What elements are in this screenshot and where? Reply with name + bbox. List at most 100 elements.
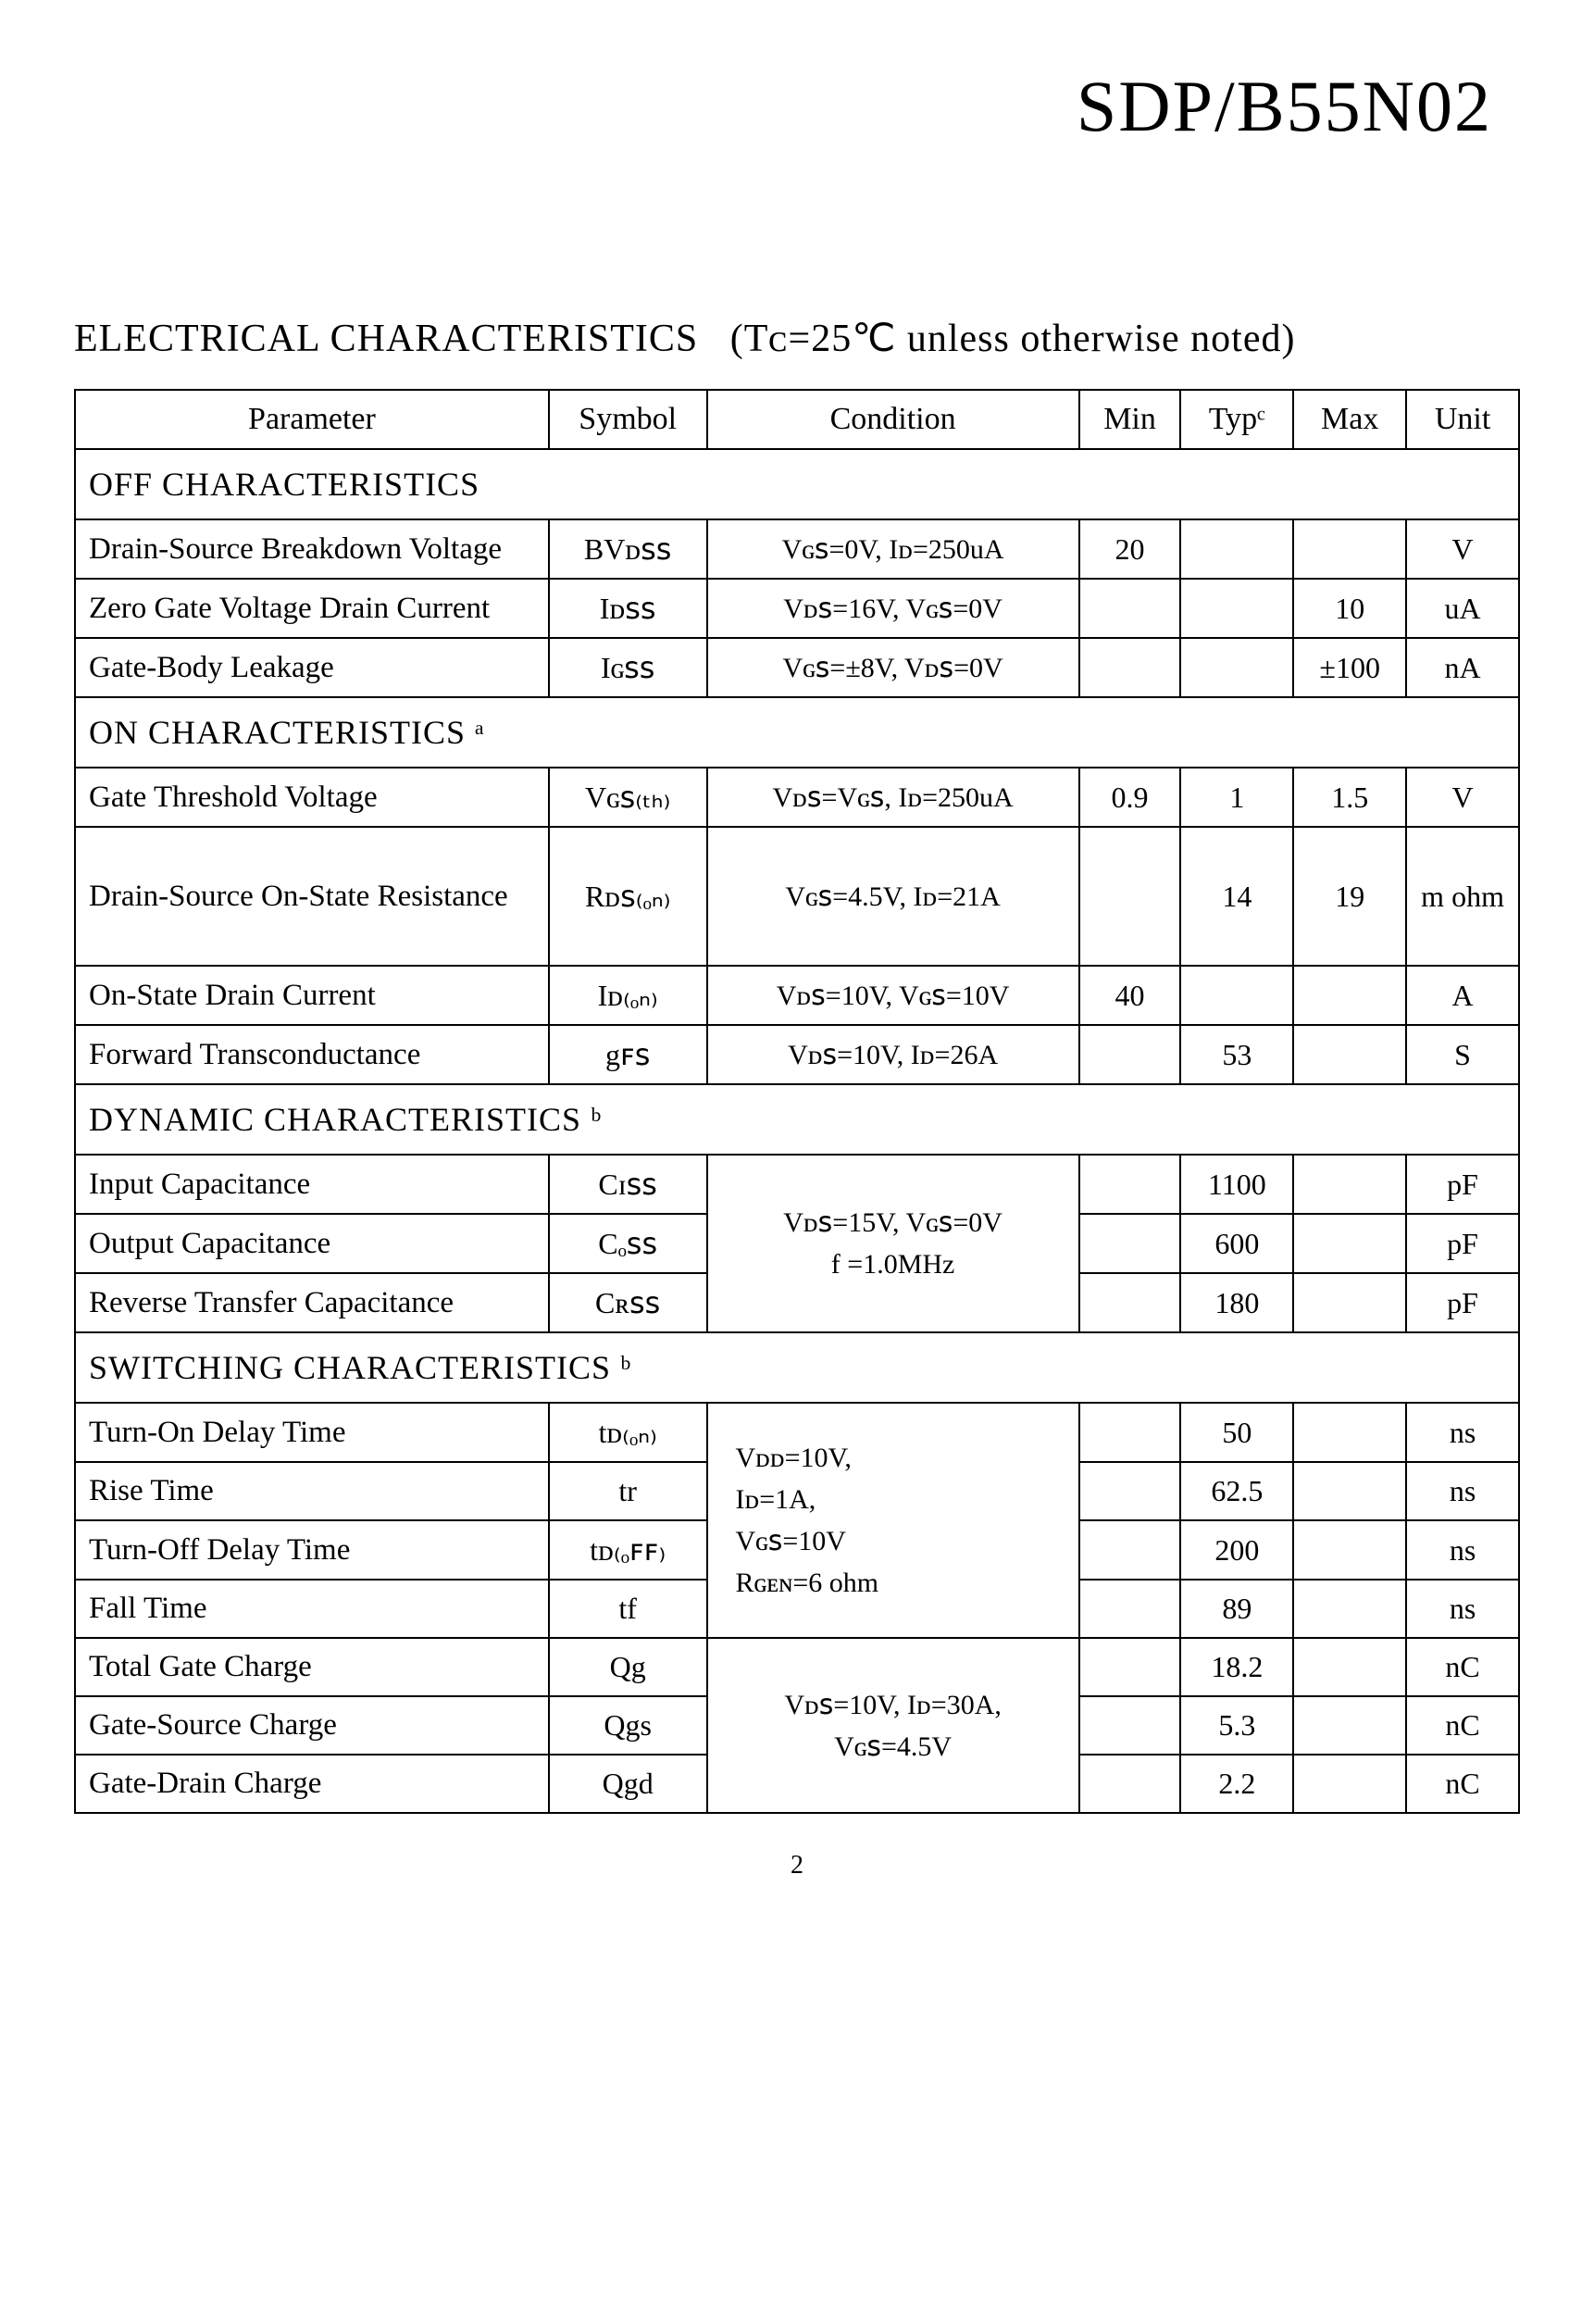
unit: V — [1406, 768, 1519, 827]
unit: m ohm — [1406, 827, 1519, 966]
cond-line: Vᴅꜱ=10V, Iᴅ=30A, — [784, 1690, 1002, 1720]
min — [1079, 1403, 1181, 1462]
max — [1293, 519, 1406, 579]
table-row: Input Capacitance Cɪꜱꜱ Vᴅꜱ=15V, Vɢꜱ=0V f… — [75, 1155, 1519, 1214]
max — [1293, 1462, 1406, 1520]
typ: 62.5 — [1180, 1462, 1293, 1520]
symbol: tf — [549, 1580, 707, 1638]
part-number-title: SDP/B55N02 — [74, 65, 1520, 148]
symbol: Cʀꜱꜱ — [549, 1273, 707, 1332]
min — [1079, 1273, 1181, 1332]
max: 10 — [1293, 579, 1406, 638]
electrical-characteristics-table: Parameter Symbol Condition Min Typᶜ Max … — [74, 389, 1520, 1814]
condition: Vᴅꜱ=16V, Vɢꜱ=0V — [707, 579, 1079, 638]
max — [1293, 966, 1406, 1025]
max — [1293, 1755, 1406, 1813]
cond-line: Vɢꜱ=4.5V — [834, 1731, 952, 1762]
condition: Vᴅꜱ=10V, Iᴅ=26A — [707, 1025, 1079, 1084]
typ — [1180, 638, 1293, 697]
min — [1079, 638, 1181, 697]
symbol: Qgs — [549, 1696, 707, 1755]
unit: V — [1406, 519, 1519, 579]
symbol: Rᴅꜱ₍ₒₙ₎ — [549, 827, 707, 966]
condition-charge: Vᴅꜱ=10V, Iᴅ=30A, Vɢꜱ=4.5V — [707, 1638, 1079, 1813]
section-dynamic-characteristics: DYNAMIC CHARACTERISTICS ᵇ — [75, 1084, 1519, 1155]
table-row: On-State Drain Current Iᴅ₍ₒₙ₎ Vᴅꜱ=10V, V… — [75, 966, 1519, 1025]
condition: Vɢꜱ=4.5V, Iᴅ=21A — [707, 827, 1079, 966]
param-bvdss: Drain-Source Breakdown Voltage — [75, 519, 549, 579]
min — [1079, 1214, 1181, 1273]
param-idss: Zero Gate Voltage Drain Current — [75, 579, 549, 638]
header-unit: Unit — [1406, 390, 1519, 449]
table-row: Total Gate Charge Qg Vᴅꜱ=10V, Iᴅ=30A, Vɢ… — [75, 1638, 1519, 1696]
table-row: Gate-Body Leakage Iɢꜱꜱ Vɢꜱ=±8V, Vᴅꜱ=0V ±… — [75, 638, 1519, 697]
table-row: Gate Threshold Voltage Vɢꜱ₍ₜₕ₎ Vᴅꜱ=Vɢꜱ, … — [75, 768, 1519, 827]
typ: 89 — [1180, 1580, 1293, 1638]
param-coss: Output Capacitance — [75, 1214, 549, 1273]
symbol: tᴅ₍ₒₙ₎ — [549, 1403, 707, 1462]
param-vgsth: Gate Threshold Voltage — [75, 768, 549, 827]
section-off-characteristics: OFF CHARACTERISTICS — [75, 449, 1519, 519]
cond-line: Vᴅꜱ=15V, Vɢꜱ=0V — [783, 1207, 1002, 1238]
symbol: Vɢꜱ₍ₜₕ₎ — [549, 768, 707, 827]
symbol: gꜰꜱ — [549, 1025, 707, 1084]
unit: nC — [1406, 1638, 1519, 1696]
condition: Vᴅꜱ=10V, Vɢꜱ=10V — [707, 966, 1079, 1025]
header-parameter: Parameter — [75, 390, 549, 449]
condition-capacitance: Vᴅꜱ=15V, Vɢꜱ=0V f =1.0MHz — [707, 1155, 1079, 1332]
section-title: ELECTRICAL CHARACTERISTICS (Tᴄ=25℃ unles… — [74, 315, 1520, 361]
typ: 53 — [1180, 1025, 1293, 1084]
typ: 2.2 — [1180, 1755, 1293, 1813]
cond-line: Vɢꜱ=10V — [736, 1526, 846, 1556]
table-header-row: Parameter Symbol Condition Min Typᶜ Max … — [75, 390, 1519, 449]
header-condition: Condition — [707, 390, 1079, 449]
table-row: Drain-Source Breakdown Voltage BVᴅꜱꜱ Vɢꜱ… — [75, 519, 1519, 579]
section-on-characteristics: ON CHARACTERISTICS ᵃ — [75, 697, 1519, 768]
condition: Vᴅꜱ=Vɢꜱ, Iᴅ=250uA — [707, 768, 1079, 827]
param-tf: Fall Time — [75, 1580, 549, 1638]
typ: 50 — [1180, 1403, 1293, 1462]
unit: ns — [1406, 1520, 1519, 1580]
min — [1079, 1462, 1181, 1520]
typ: 1100 — [1180, 1155, 1293, 1214]
section-title-text: ELECTRICAL CHARACTERISTICS — [74, 318, 698, 360]
param-gfs: Forward Transconductance — [75, 1025, 549, 1084]
max — [1293, 1214, 1406, 1273]
table-row: Drain-Source On-State Resistance Rᴅꜱ₍ₒₙ₎… — [75, 827, 1519, 966]
typ — [1180, 579, 1293, 638]
unit: nC — [1406, 1755, 1519, 1813]
max: 1.5 — [1293, 768, 1406, 827]
condition: Vɢꜱ=0V, Iᴅ=250uA — [707, 519, 1079, 579]
min — [1079, 827, 1181, 966]
min: 40 — [1079, 966, 1181, 1025]
header-max: Max — [1293, 390, 1406, 449]
unit: nC — [1406, 1696, 1519, 1755]
symbol: Iɢꜱꜱ — [549, 638, 707, 697]
param-crss: Reverse Transfer Capacitance — [75, 1273, 549, 1332]
param-qgs: Gate-Source Charge — [75, 1696, 549, 1755]
min: 0.9 — [1079, 768, 1181, 827]
max — [1293, 1520, 1406, 1580]
symbol: Qgd — [549, 1755, 707, 1813]
condition-switching: Vᴅᴅ=10V, Iᴅ=1A, Vɢꜱ=10V Rɢᴇɴ=6 ohm — [707, 1403, 1079, 1638]
typ — [1180, 519, 1293, 579]
unit: pF — [1406, 1273, 1519, 1332]
max — [1293, 1025, 1406, 1084]
cond-line: Vᴅᴅ=10V, — [736, 1443, 852, 1473]
unit: pF — [1406, 1155, 1519, 1214]
table-row: Forward Transconductance gꜰꜱ Vᴅꜱ=10V, Iᴅ… — [75, 1025, 1519, 1084]
max: 19 — [1293, 827, 1406, 966]
header-symbol: Symbol — [549, 390, 707, 449]
max — [1293, 1696, 1406, 1755]
typ: 5.3 — [1180, 1696, 1293, 1755]
max — [1293, 1580, 1406, 1638]
section-label: DYNAMIC CHARACTERISTICS ᵇ — [75, 1084, 1519, 1155]
min — [1079, 1755, 1181, 1813]
max: ±100 — [1293, 638, 1406, 697]
symbol: Cɪꜱꜱ — [549, 1155, 707, 1214]
unit: ns — [1406, 1462, 1519, 1520]
unit: nA — [1406, 638, 1519, 697]
min — [1079, 1155, 1181, 1214]
typ: 200 — [1180, 1520, 1293, 1580]
min — [1079, 1520, 1181, 1580]
